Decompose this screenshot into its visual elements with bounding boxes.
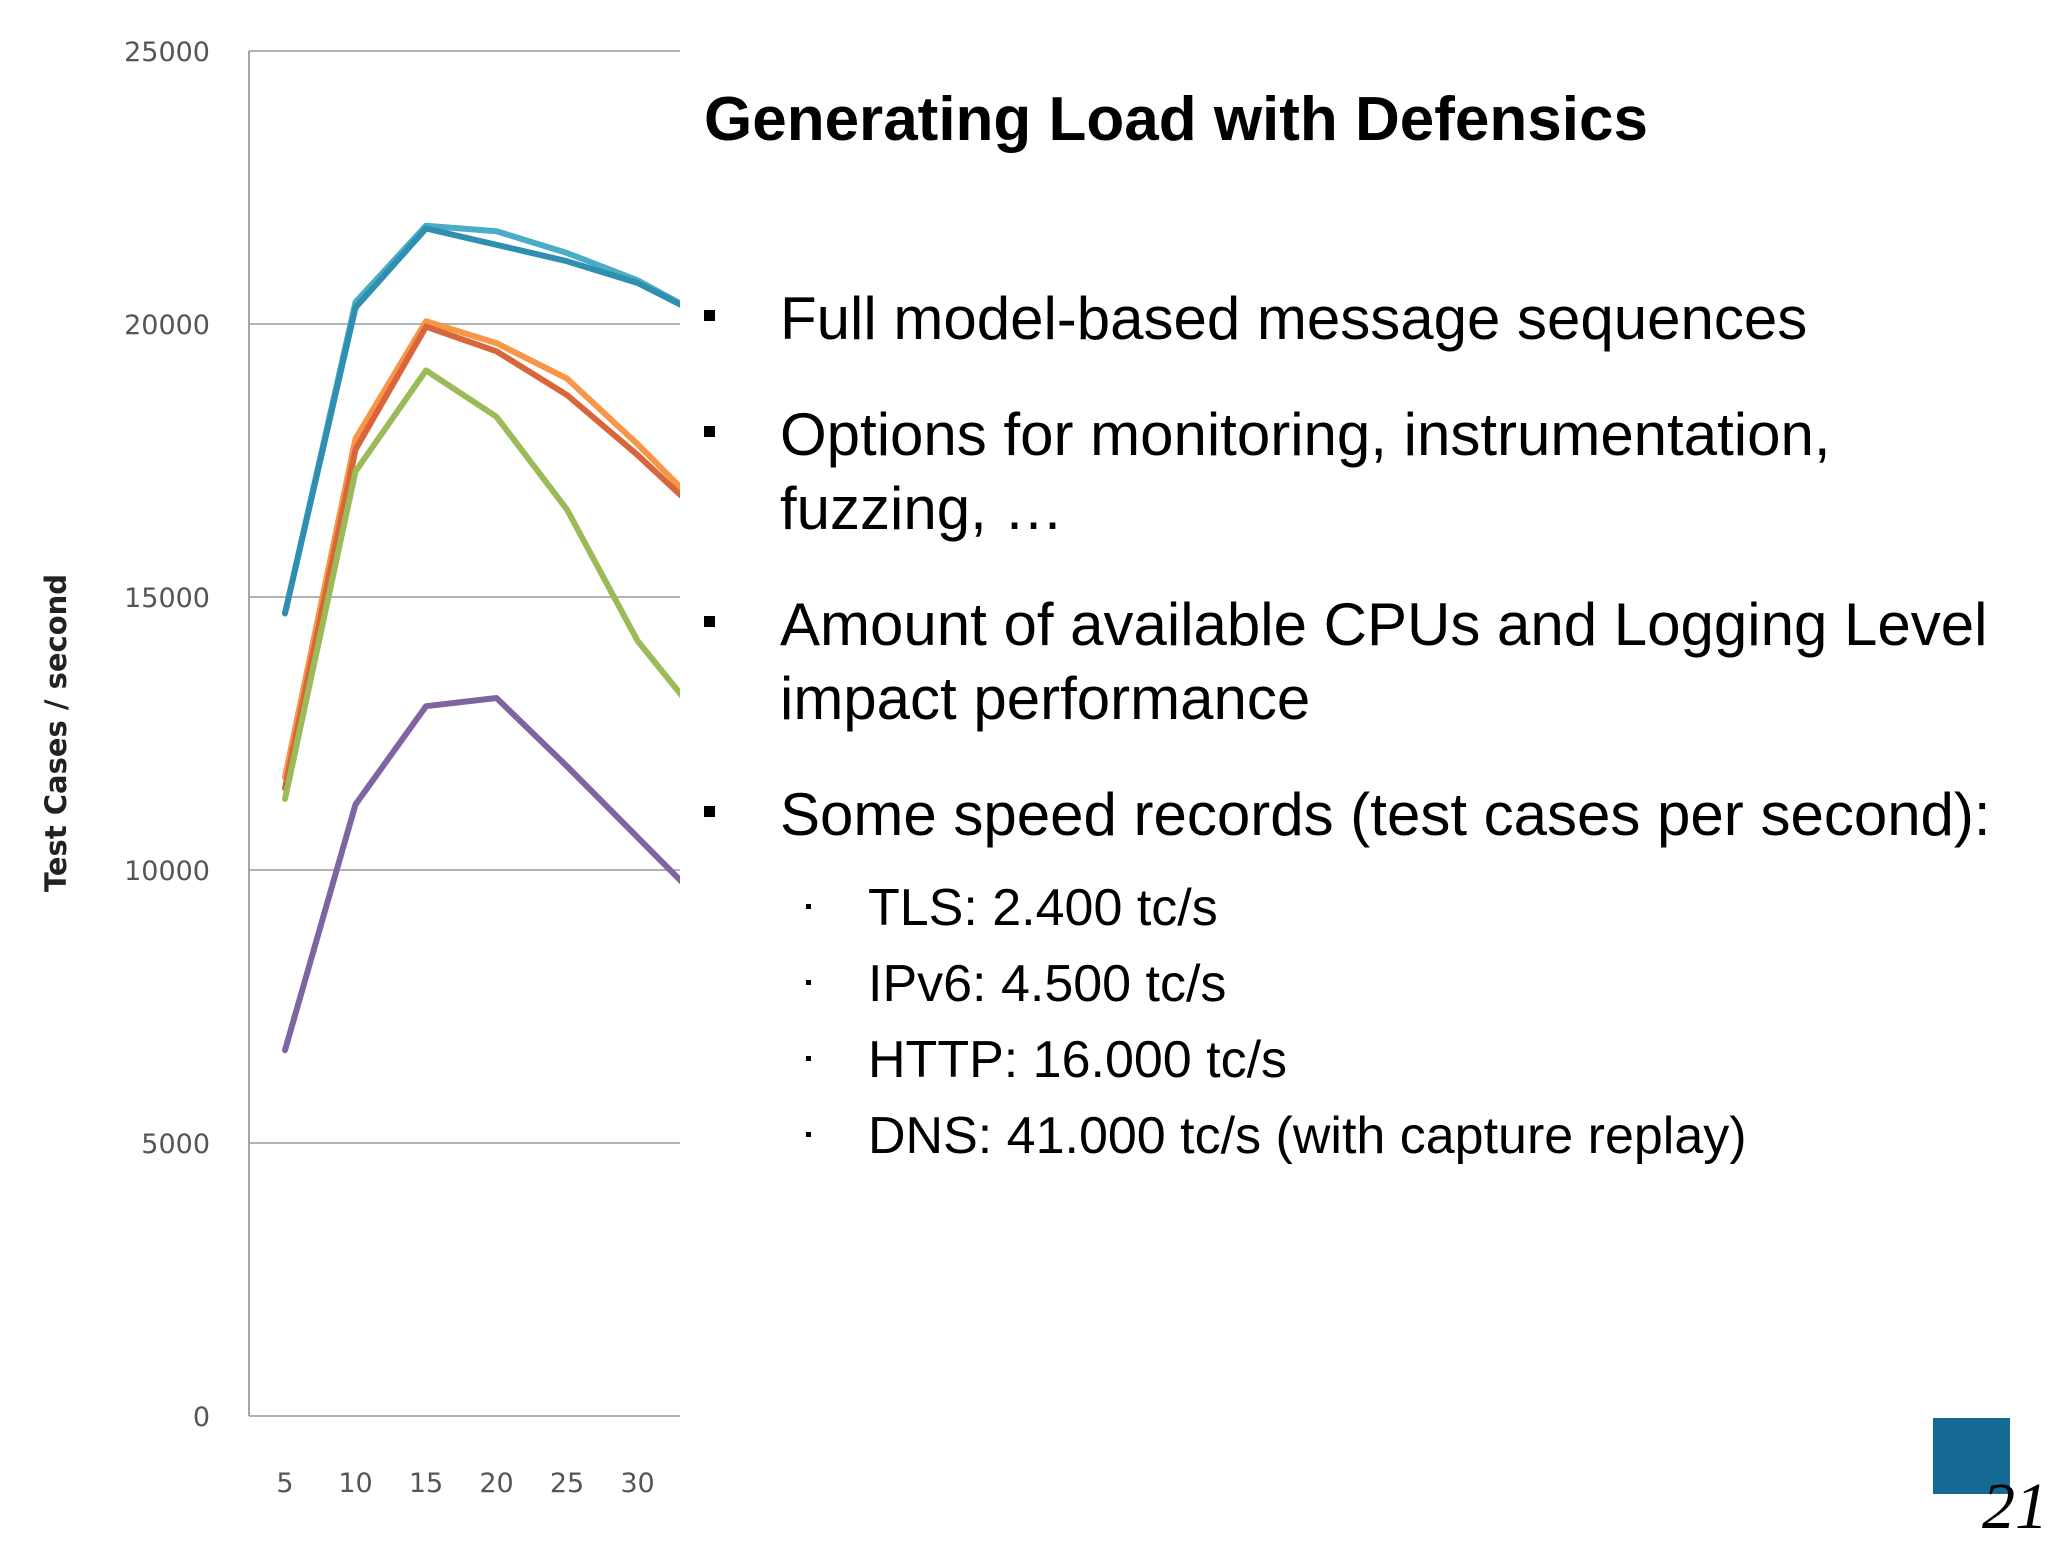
x-tick-label: 5 <box>276 1468 293 1499</box>
y-tick-label: 20000 <box>124 310 210 341</box>
sub-bullet-text: TLS: 2.400 tc/s <box>868 879 1218 937</box>
series-line <box>282 225 680 617</box>
y-axis-title: Test Cases / second <box>39 574 73 892</box>
y-tick-label: 15000 <box>124 583 210 614</box>
y-tick-label: 10000 <box>124 856 210 887</box>
bullet-item: Amount of available CPUs and Logging Lev… <box>700 588 2030 736</box>
bullet-item: Options for monitoring, instrumentation,… <box>700 398 2030 546</box>
sub-bullet-text: IPv6: 4.500 tc/s <box>868 955 1227 1013</box>
x-tick-label: 10 <box>338 1468 372 1499</box>
slide-title: Generating Load with Defensics <box>704 85 1648 154</box>
bullet-text: Some speed records (test cases per secon… <box>780 781 1991 848</box>
y-axis-ticks: 0 5000 10000 15000 20000 25000 <box>124 37 210 1433</box>
series-line <box>282 367 680 802</box>
x-tick-label: 15 <box>409 1468 443 1499</box>
sub-bullet-text: DNS: 41.000 tc/s (with capture replay) <box>868 1107 1747 1165</box>
sub-bullet-item: IPv6: 4.500 tc/s <box>700 946 2030 1022</box>
brand-square-icon <box>1933 1418 2010 1494</box>
x-axis-ticks: 5 10 15 20 25 30 <box>276 1468 654 1499</box>
square-bullet-icon <box>704 616 715 627</box>
y-tick-label: 25000 <box>124 37 210 68</box>
x-tick-label: 20 <box>479 1468 513 1499</box>
bullet-list: Full model-based message sequences Optio… <box>700 282 2030 1216</box>
x-tick-label: 25 <box>550 1468 584 1499</box>
bullet-text: Full model-based message sequences <box>780 285 1808 352</box>
sub-bullet-list: TLS: 2.400 tc/s IPv6: 4.500 tc/s HTTP: 1… <box>780 870 2030 1174</box>
bullet-item: Some speed records (test cases per secon… <box>700 778 2030 1174</box>
square-bullet-icon <box>704 310 715 321</box>
chart-series <box>282 222 680 1054</box>
series-line <box>282 318 680 781</box>
dot-bullet-icon <box>806 904 811 909</box>
y-tick-label: 0 <box>193 1402 210 1433</box>
x-tick-label: 30 <box>620 1468 654 1499</box>
square-bullet-icon <box>704 426 715 437</box>
bullet-text: Options for monitoring, instrumentation,… <box>780 401 1831 542</box>
bullet-item: Full model-based message sequences <box>700 282 2030 356</box>
bullet-text: Amount of available CPUs and Logging Lev… <box>780 591 1988 732</box>
series-line <box>282 695 680 1054</box>
square-bullet-icon <box>704 806 715 817</box>
y-tick-label: 5000 <box>141 1129 210 1160</box>
chart-gridlines <box>249 50 680 1417</box>
series-line <box>282 323 680 792</box>
line-chart: 0 5000 10000 15000 20000 25000 5 10 15 20 25 30 Te… <box>39 37 680 1499</box>
dot-bullet-icon <box>806 980 811 985</box>
sub-bullet-item: TLS: 2.400 tc/s <box>700 870 2030 946</box>
dot-bullet-icon <box>806 1132 811 1137</box>
sub-bullet-item: DNS: 41.000 tc/s (with capture replay) <box>700 1098 2030 1174</box>
sub-bullet-text: HTTP: 16.000 tc/s <box>868 1031 1288 1089</box>
sub-bullet-item: HTTP: 16.000 tc/s <box>700 1022 2030 1098</box>
page-number: 21 <box>1982 1470 2048 1543</box>
dot-bullet-icon <box>806 1056 811 1061</box>
